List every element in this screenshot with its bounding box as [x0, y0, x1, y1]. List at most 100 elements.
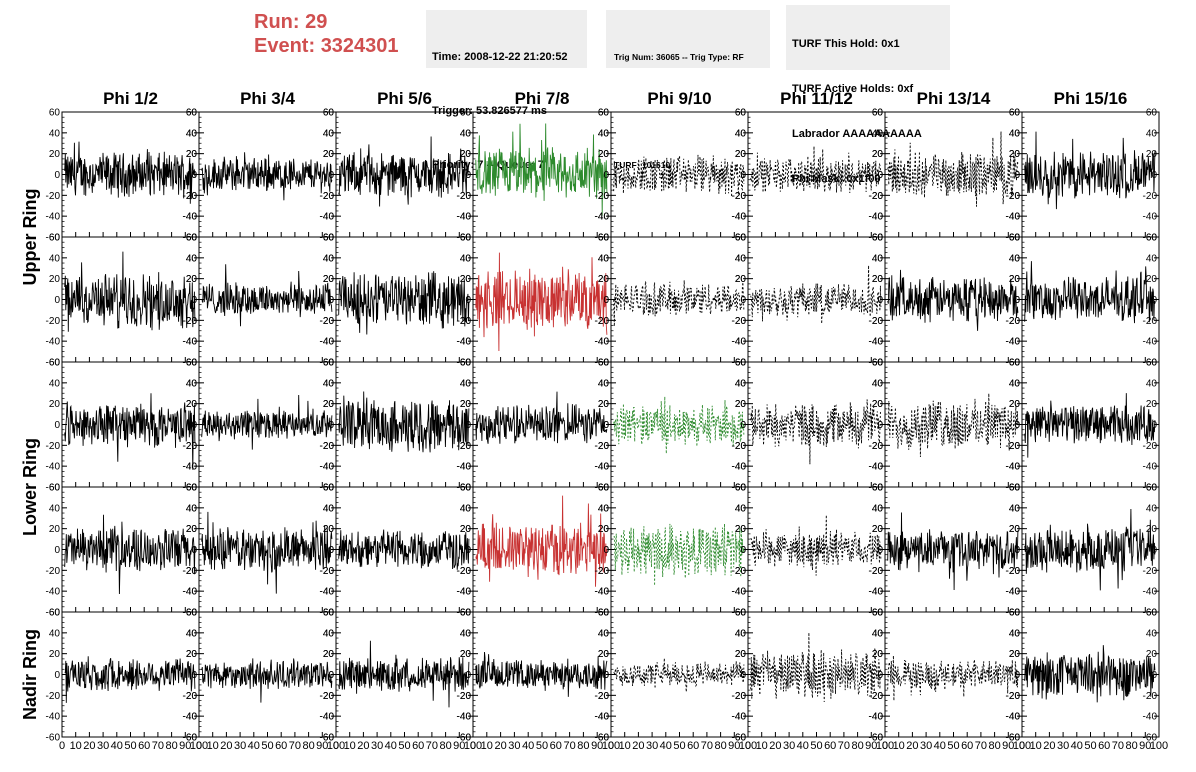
x-tick-label: 20 — [220, 740, 232, 752]
y-tick-label: 60 — [186, 108, 198, 119]
y-tick-label: 20 — [872, 524, 884, 535]
x-tick-label: 20 — [83, 740, 95, 752]
x-tick-label: 100 — [190, 740, 208, 752]
y-tick-label: 60 — [598, 233, 610, 244]
y-tick-label: 40 — [735, 378, 747, 389]
y-tick-label: 0 — [328, 545, 334, 556]
y-tick-label: -60 — [869, 358, 884, 369]
waveform-trace-r2-c6 — [750, 265, 882, 324]
y-tick-label: 40 — [186, 128, 198, 139]
y-tick-label: 40 — [1009, 628, 1021, 639]
y-tick-label: 0 — [191, 420, 197, 431]
y-tick-label: 20 — [598, 399, 610, 410]
y-tick-label: 20 — [735, 149, 747, 160]
y-tick-label: 40 — [1146, 503, 1158, 514]
y-tick-label: 60 — [598, 358, 610, 369]
y-tick-label: 60 — [598, 483, 610, 494]
y-tick-label: -20 — [1143, 191, 1158, 202]
y-tick-label: 40 — [598, 503, 610, 514]
trigger-info-box: Trig Num: 36065 -- Trig Type: RF TURF: 1… — [606, 10, 770, 170]
y-tick-label: -60 — [732, 608, 747, 619]
y-tick-label: -60 — [595, 233, 610, 244]
y-tick-label: 40 — [735, 628, 747, 639]
waveform-trace-r3-c8 — [1024, 393, 1156, 458]
y-tick-label: -20 — [46, 441, 61, 452]
waveform-trace-r5-c8 — [1024, 645, 1156, 703]
run-value: 29 — [305, 11, 328, 33]
y-tick-label: -40 — [595, 587, 610, 598]
x-tick-label: 60 — [275, 740, 287, 752]
y-tick-label: 0 — [328, 670, 334, 681]
y-tick-label: -60 — [320, 233, 335, 244]
y-tick-label: 60 — [323, 483, 335, 494]
y-tick-label: -60 — [1006, 483, 1021, 494]
y-tick-label: -20 — [732, 691, 747, 702]
x-tick-label: 0 — [333, 740, 339, 752]
y-tick-label: -40 — [869, 712, 884, 723]
y-tick-label: 40 — [460, 503, 472, 514]
x-tick-label: 80 — [439, 740, 451, 752]
y-tick-label: -60 — [1006, 733, 1021, 744]
y-tick-label: 20 — [460, 399, 472, 410]
x-tick-label: 30 — [508, 740, 520, 752]
y-tick-label: 60 — [186, 233, 198, 244]
y-tick-label: 40 — [872, 253, 884, 264]
y-tick-label: -40 — [595, 212, 610, 223]
y-tick-label: -40 — [320, 212, 335, 223]
y-tick-label: -20 — [1006, 566, 1021, 577]
y-tick-label: 20 — [460, 649, 472, 660]
y-tick-label: 60 — [1146, 608, 1158, 619]
y-tick-label: -60 — [1143, 733, 1158, 744]
y-tick-label: -60 — [595, 608, 610, 619]
y-tick-label: 40 — [460, 253, 472, 264]
y-tick-label: 60 — [460, 233, 472, 244]
y-tick-label: 60 — [186, 358, 198, 369]
waveform-trace-r5-c2 — [201, 658, 333, 703]
waveform-trace-r4-c2 — [201, 511, 333, 594]
y-tick-label: -60 — [457, 608, 472, 619]
y-tick-label: -60 — [457, 733, 472, 744]
y-tick-label: 60 — [323, 108, 335, 119]
y-tick-label: -40 — [732, 712, 747, 723]
x-tick-label: 60 — [412, 740, 424, 752]
waveform-trace-r2-c7 — [887, 269, 1019, 331]
panel-frame-r2-c6 — [747, 236, 886, 363]
y-tick-label: 40 — [460, 128, 472, 139]
y-tick-label: -20 — [595, 566, 610, 577]
y-tick-label: 40 — [323, 378, 335, 389]
y-tick-label: 60 — [323, 358, 335, 369]
y-tick-label: 20 — [49, 399, 61, 410]
y-tick-label: 0 — [1151, 295, 1157, 306]
y-tick-label: -20 — [320, 441, 335, 452]
y-tick-label: 20 — [735, 274, 747, 285]
y-tick-label: -60 — [732, 233, 747, 244]
y-tick-label: -40 — [732, 587, 747, 598]
y-tick-label: -40 — [1006, 337, 1021, 348]
waveform-trace-r5-c1 — [64, 656, 196, 703]
y-tick-label: -20 — [595, 566, 610, 577]
waveform-trace-r1-c6 — [750, 146, 882, 194]
y-tick-label: -40 — [732, 462, 747, 473]
waveform-trace-r3-c7 — [887, 393, 1019, 458]
y-tick-label: 60 — [1146, 358, 1158, 369]
x-tick-label: 60 — [687, 740, 699, 752]
y-tick-label: 20 — [186, 649, 198, 660]
y-tick-label: 40 — [872, 378, 884, 389]
y-tick-label: -20 — [732, 316, 747, 327]
y-tick-label: 60 — [460, 233, 472, 244]
y-tick-label: 0 — [877, 420, 883, 431]
x-tick-label: 20 — [357, 740, 369, 752]
y-tick-label: -40 — [595, 212, 610, 223]
y-tick-label: 20 — [323, 649, 335, 660]
y-tick-label: -40 — [457, 212, 472, 223]
x-tick-label: 80 — [577, 740, 589, 752]
x-tick-label: 60 — [1098, 740, 1110, 752]
y-tick-label: 20 — [598, 399, 610, 410]
y-tick-label: 20 — [460, 274, 472, 285]
y-tick-label: -20 — [869, 191, 884, 202]
x-tick-label: 90 — [1139, 740, 1151, 752]
y-tick-label: -60 — [457, 358, 472, 369]
y-tick-label: 60 — [1146, 108, 1158, 119]
y-tick-label: 20 — [598, 649, 610, 660]
